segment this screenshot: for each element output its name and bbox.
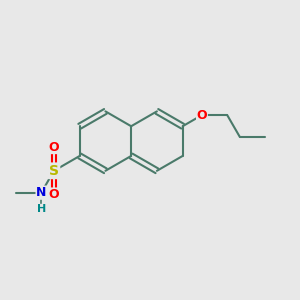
Text: O: O [49,188,59,201]
Text: O: O [49,140,59,154]
Text: N: N [36,186,46,199]
Text: S: S [49,164,59,178]
Text: H: H [37,204,46,214]
Text: O: O [196,109,207,122]
